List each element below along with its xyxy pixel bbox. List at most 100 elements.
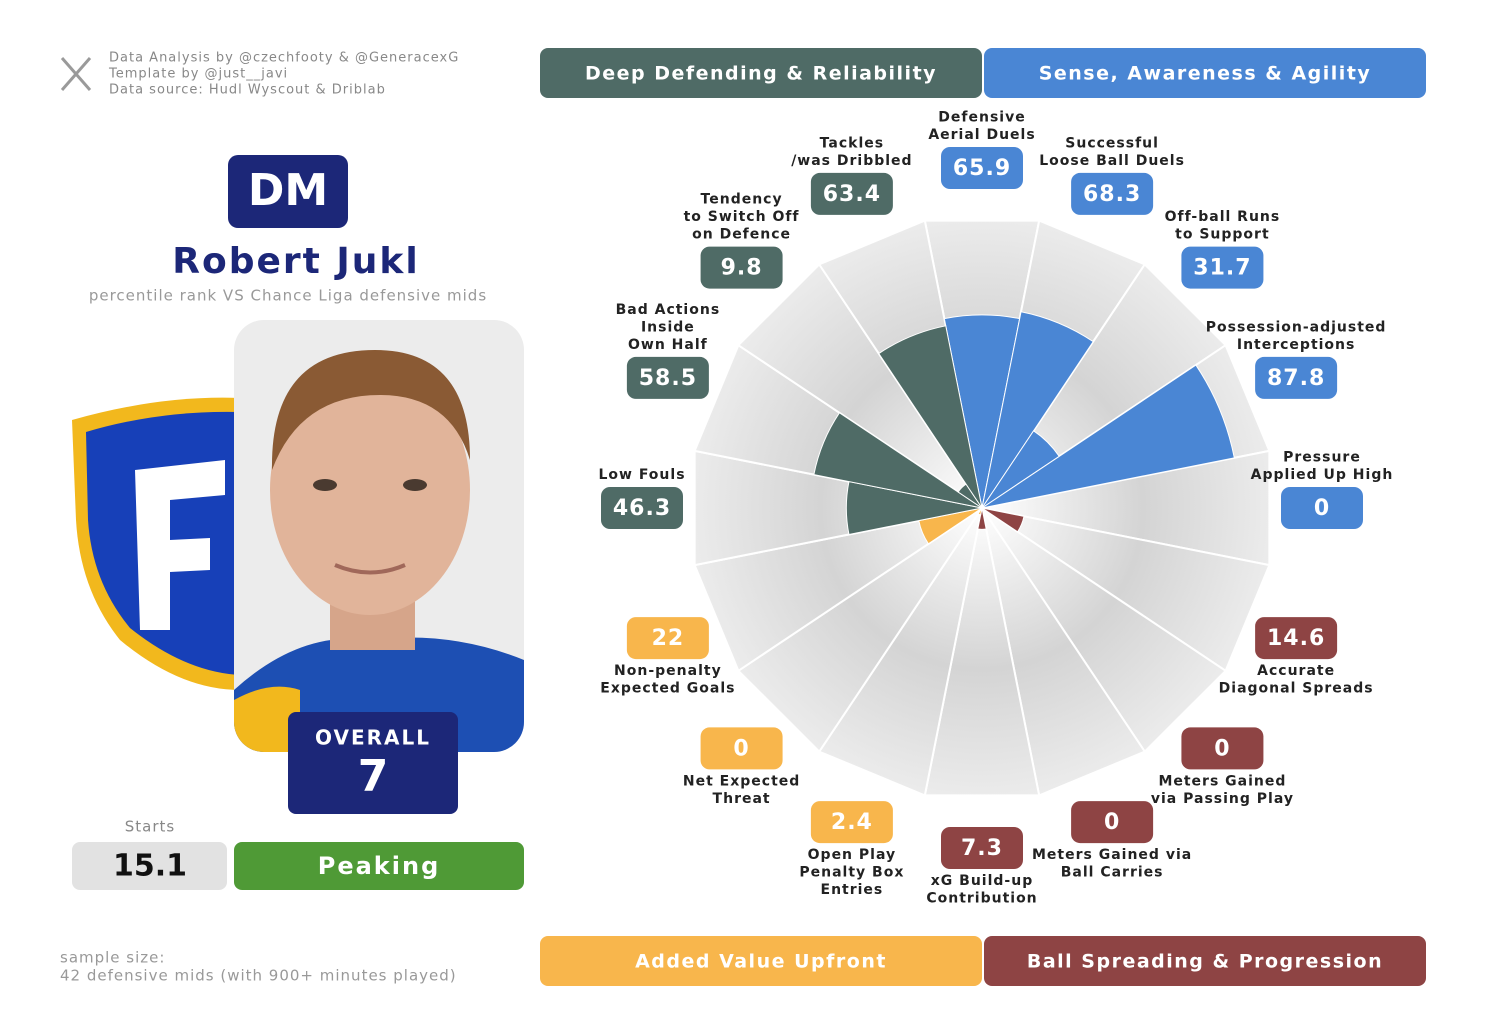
credit: Data Analysis by @czechfooty & @Generace…: [109, 51, 459, 66]
value-label: 31.7: [1193, 256, 1251, 281]
category-label: Low Fouls: [598, 467, 685, 483]
category-label: Entries: [821, 882, 884, 898]
value-wedge: [878, 325, 983, 509]
overall-label: OVERALL: [315, 726, 431, 750]
category-label: Inside: [641, 319, 695, 335]
category-label: Defensive: [938, 110, 1025, 126]
value-label: 0: [1104, 810, 1120, 835]
club-logo: [72, 397, 240, 690]
value-box: [601, 487, 683, 529]
category-label: via Passing Play: [1151, 791, 1294, 807]
category-label: Tackles: [820, 135, 884, 151]
value-box: [626, 617, 709, 660]
value-label: 22: [652, 626, 685, 651]
value-label: 0: [1214, 736, 1230, 761]
value-wedge: [981, 364, 1235, 509]
category-label: Tendency: [701, 192, 783, 208]
credit: Template by @just__javi: [108, 67, 288, 82]
category-label: Own Half: [628, 337, 708, 353]
position: DM: [248, 165, 328, 216]
category-label: Loose Ball Duels: [1039, 153, 1185, 169]
value-box: [1181, 246, 1264, 289]
category-label: Open Play: [808, 847, 896, 863]
value-label: 65.9: [953, 156, 1011, 181]
category-label: Successful: [1065, 135, 1159, 151]
category-label: Applied Up High: [1251, 467, 1394, 483]
value-wedge: [981, 507, 1025, 533]
credit: Data source: Hudl Wyscout & Driblab: [109, 83, 386, 98]
starts-value: 15.1: [113, 849, 187, 884]
value-box: [941, 147, 1023, 189]
value-wedge: [981, 311, 1094, 509]
category-label: Penalty Box: [799, 865, 904, 881]
value-wedge: [977, 507, 983, 516]
subtitle: percentile rank VS Chance Liga defensive…: [89, 287, 487, 305]
category-label: Non-penalty: [614, 663, 722, 679]
status: Peaking: [318, 852, 441, 880]
category-label: xG Build-up: [931, 873, 1033, 889]
category-label: Contribution: [926, 891, 1037, 907]
value-wedge: [813, 412, 983, 509]
player-name: Robert Jukl: [172, 241, 419, 282]
category-label: Aerial Duels: [928, 127, 1035, 143]
value-label: 7.3: [961, 836, 1003, 861]
value-label: 0: [733, 736, 749, 761]
starts-box: [72, 842, 227, 890]
player-photo: [234, 320, 524, 752]
category-label: Expected Goals: [600, 681, 735, 697]
category-label: Threat: [713, 791, 771, 807]
value-box: [1181, 727, 1264, 770]
overall-box: [288, 712, 458, 814]
value-box: [700, 246, 783, 289]
sample-size: sample size:: [60, 949, 165, 967]
value-wedge: [977, 507, 987, 530]
value-box: [810, 172, 893, 215]
value-box: [1255, 356, 1338, 399]
position-badge: [228, 155, 348, 228]
category-label: Accurate: [1257, 663, 1335, 679]
value-label: 46.3: [613, 496, 671, 521]
category-label: Ball Carries: [1061, 865, 1164, 881]
overall-value: 7: [358, 751, 389, 802]
category-label: Net Expected: [683, 773, 800, 789]
category-label: Meters Gained: [1158, 773, 1286, 789]
value-box: [626, 356, 709, 399]
value-label: 0: [1314, 496, 1330, 521]
value-box: [941, 827, 1023, 869]
value-label: 87.8: [1267, 366, 1325, 391]
starts-label: Starts: [125, 818, 175, 836]
group-name: Deep Defending & Reliability: [585, 63, 937, 85]
group-banner: [540, 48, 982, 98]
value-label: 9.8: [721, 256, 763, 281]
value-label: 14.6: [1267, 626, 1325, 651]
category-label: Off-ball Runs: [1165, 209, 1281, 225]
group-name: Ball Spreading & Progression: [1027, 951, 1383, 973]
category-label: to Switch Off: [684, 209, 800, 225]
value-box: [700, 727, 783, 770]
category-label: /was Dribbled: [791, 153, 912, 169]
value-label: 2.4: [831, 810, 873, 835]
value-label: 63.4: [823, 182, 881, 207]
category-label: Meters Gained via: [1032, 847, 1192, 863]
group-banner: [540, 936, 982, 986]
value-box: [1255, 617, 1338, 660]
value-label: 58.5: [639, 366, 697, 391]
status-box: [234, 842, 524, 890]
group-name: Added Value Upfront: [635, 951, 887, 973]
category-label: Pressure: [1283, 450, 1361, 466]
group-banner: [984, 48, 1426, 98]
category-label: on Defence: [692, 227, 791, 243]
value-label: 68.3: [1083, 182, 1141, 207]
category-label: to Support: [1175, 227, 1270, 243]
value-box: [1281, 487, 1363, 529]
value-box: [810, 801, 893, 844]
x-logo: [60, 57, 92, 91]
category-label: Interceptions: [1237, 337, 1356, 353]
category-label: Bad Actions: [616, 302, 721, 318]
sample-size: 42 defensive mids (with 900+ minutes pla…: [60, 967, 457, 985]
category-label: Diagonal Spreads: [1219, 681, 1374, 697]
value-box: [1071, 801, 1154, 844]
value-box: [1071, 172, 1154, 215]
